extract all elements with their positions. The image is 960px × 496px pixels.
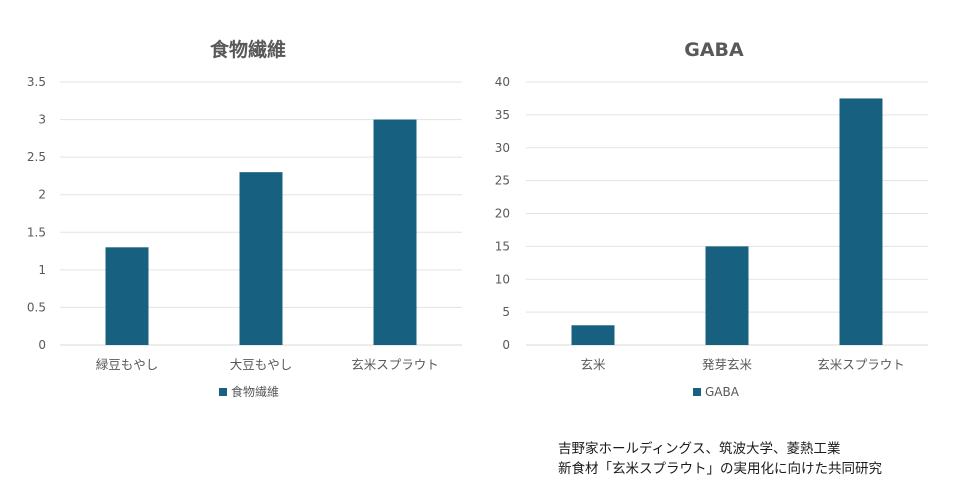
y-tick-label: 10 [495,272,510,286]
x-category-label: 大豆もやし [230,357,293,372]
bar [239,172,283,345]
bar [705,246,749,345]
y-tick-label: 15 [495,239,510,253]
y-tick-label: 5 [502,305,510,319]
x-category-label: 緑豆もやし [96,357,159,372]
x-category-label: 玄米スプラウト [351,357,439,372]
y-tick-label: 20 [495,207,510,221]
bar [373,119,417,345]
y-tick-label: 1 [38,263,46,277]
x-category-label: 発芽玄米 [702,357,753,372]
source-line-1: 吉野家ホールディングス、筑波大学、菱熱工業 [558,441,841,457]
bar [839,98,883,345]
y-tick-label: 0.5 [27,300,46,314]
legend-swatch [219,388,227,396]
y-tick-label: 1.5 [27,225,46,239]
gaba-chart: GABA 0 5 10 15 20 25 30 35 40 玄米 発芽玄米 玄米スプラウト GABA [495,39,928,399]
y-tick-label: 2.5 [27,150,46,164]
y-tick-label: 2 [38,188,46,202]
y-tick-label: 30 [495,141,510,155]
legend-swatch [693,388,701,396]
y-tick-label: 0 [502,338,510,352]
source-note: 吉野家ホールディングス、筑波大学、菱熱工業 新食材「玄米スプラウト」の実用化に向… [558,439,882,479]
y-tick-label: 0 [38,338,46,352]
x-category-label: 玄米スプラウト [817,357,905,372]
y-tick-label: 3.5 [27,75,46,89]
bar [571,325,615,345]
legend-label: GABA [705,385,740,399]
legend-label: 食物繊維 [231,384,279,399]
y-tick-label: 3 [38,113,46,127]
chart-title: GABA [684,39,744,61]
source-line-2: 新食材「玄米スプラウト」の実用化に向けた共同研究 [558,461,882,477]
chart-title: 食物繊維 [210,38,286,61]
y-tick-label: 25 [495,174,510,188]
x-category-label: 玄米 [580,357,606,372]
bar [105,247,149,345]
y-tick-label: 35 [495,108,510,122]
y-tick-label: 40 [495,75,510,89]
